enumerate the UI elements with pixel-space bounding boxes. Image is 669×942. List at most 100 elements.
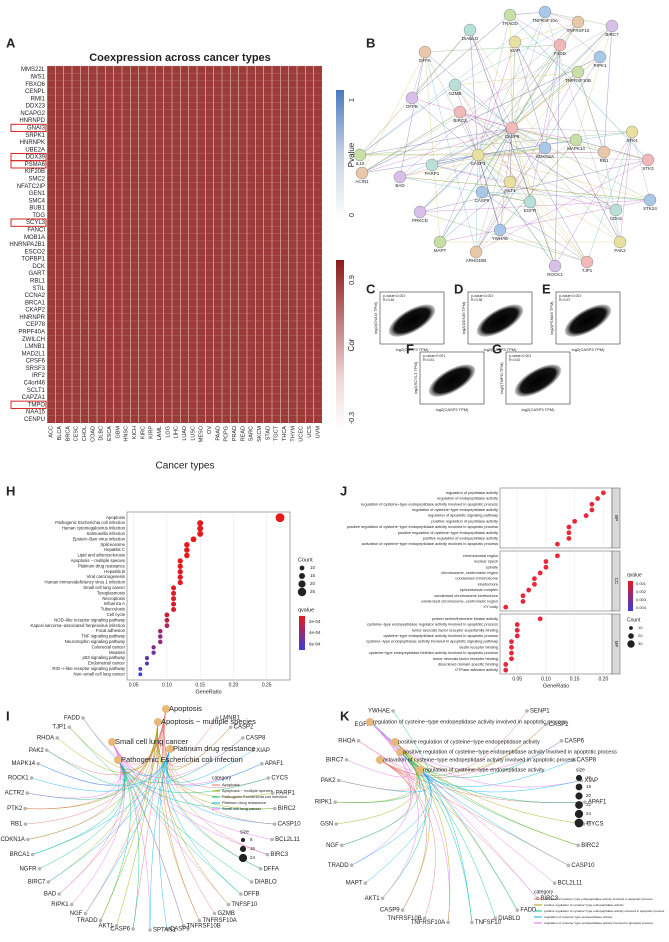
pvalue-colorbar [336,90,344,220]
legend-label: 10 [310,565,316,570]
y-axis-title: log2(TMPO TPM) [499,362,504,394]
gene-node [131,927,135,931]
network-node [469,245,483,259]
network-edge [544,11,601,58]
cnet-edge [369,721,555,884]
term-label: condensed chromosome, centromeric region [421,598,498,603]
gene-label: HNRNPD [19,118,45,124]
gene-label: BIRC3 [270,852,288,858]
dot [157,628,163,634]
legend-title: Pvalue [347,142,356,167]
node-label: TNFRSF10 [567,28,590,33]
category-label: regulation of cysteine−type endopeptidas… [423,767,545,773]
gene-node [29,776,34,780]
term-label: tumor necrosis factor receptor superfami… [412,627,498,632]
gene-label: RIPK1 [315,800,333,806]
facet-strip [611,487,621,549]
term-label: Small cell lung cancer [83,585,125,590]
gene-label: SPTAN1 [153,928,177,934]
cnet-edge [85,708,167,914]
gene-label: CASP2 [549,722,569,728]
cnet-edge [149,748,171,931]
heatmap-title: Coexpression across cancer types [89,52,271,64]
legend-label: positive regulation of cysteine−type end… [544,903,624,907]
gene-label: BIRC3 [540,896,558,902]
dot [190,536,197,543]
gene-node [422,916,427,921]
gene-label: PSMA6 [25,162,46,168]
legend-title: Count [627,617,641,623]
gene-label: CASP9 [170,927,190,933]
network-edge [419,127,513,213]
network-edge [511,56,601,129]
term-label: GTPase activator activity [455,667,498,672]
stat-label: R=0.57 [559,298,570,302]
x-tick-label: 0.20 [599,676,609,682]
category-label: positive regulation of cysteine−type end… [403,749,617,755]
gene-node [272,822,277,826]
size-legend-dot [240,837,246,843]
network-edge [459,111,546,149]
legend-title: size [240,829,249,835]
network-edge [603,151,621,243]
legend-tick: 0 [349,213,356,217]
node-label: STK4 [626,138,638,143]
network-edge [511,127,546,149]
term-label: death receptor binding [459,644,498,649]
gene-label: FANCI [27,228,45,234]
cnet-edge [379,759,427,911]
gene-label: FBXO6 [25,82,45,88]
category-label: Pathogenic Escherichia coli infection [121,755,243,764]
stat-label: R=0.51 [423,358,434,362]
gene-label: SENP1 [530,708,550,714]
dot [509,644,514,650]
node-label: MAPT [434,248,447,253]
cancer-label: OV [207,426,213,434]
gene-label: PAK2 [29,748,45,754]
term-label: cysteine−type endopeptidase activity inv… [383,633,498,638]
gene-label: MAPK14 [11,761,35,767]
size-legend-dot [238,853,248,863]
dot [514,627,520,633]
cnet-edge [46,708,167,775]
node-label: RB1 [600,158,609,163]
gene-label: MAD2L1 [22,351,46,357]
network-edge [477,154,617,211]
point-cloud [514,364,562,397]
gene-label: IRF2 [32,373,46,379]
gene-label: KIF20B [25,169,45,175]
network-edge [431,164,511,183]
cnet-edge [111,741,151,931]
network-edge [511,25,613,129]
node-label: IL10 [356,161,365,166]
dot [532,576,537,582]
x-axis-title: GeneRatio [543,683,569,689]
gene-label: CENPL [25,89,46,95]
gene-label: FADD [64,715,81,721]
network-edge [361,25,613,174]
dot [184,547,190,553]
network-node [505,121,519,135]
size-legend-dot [575,783,583,791]
cancer-label: CESC [74,426,80,441]
dot [520,599,526,604]
network-edge [419,211,588,263]
dot [171,590,177,596]
gene-node [25,791,30,795]
gene-label: CASP8 [246,736,266,742]
cnet-edge [48,748,171,883]
cnet-edge [392,710,429,773]
legend-label: 25 [310,589,316,594]
cnet-edge [158,748,171,929]
gene-label: STIL [32,286,45,292]
network-edge [511,127,617,211]
legend-title: size [576,767,585,773]
gene-node [559,739,564,743]
scatter-frame [555,291,621,345]
gene-label: RB1 [11,822,23,828]
gene-label: CCNA2 [25,293,46,299]
term-label: cysteine−type endopeptidase inhibitor ac… [369,650,498,655]
size-legend-dot [575,801,583,809]
network-edge [431,154,479,166]
dot [509,656,514,662]
